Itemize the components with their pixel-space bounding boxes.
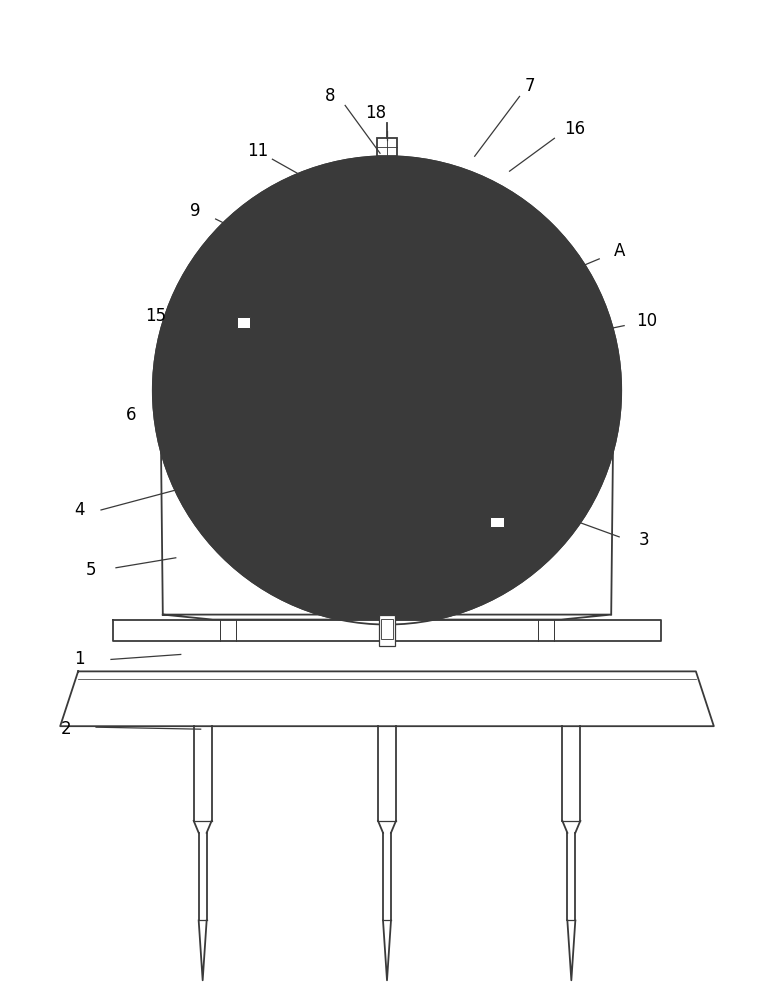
Bar [379, 615, 395, 646]
Text: 18: 18 [366, 104, 387, 122]
Circle shape [480, 396, 546, 462]
Circle shape [393, 484, 459, 550]
Text: 5: 5 [86, 561, 96, 579]
Text: 4: 4 [74, 501, 84, 519]
Circle shape [234, 302, 300, 367]
Text: 3: 3 [639, 531, 649, 549]
Text: 8: 8 [325, 87, 336, 105]
Text: 2: 2 [61, 720, 71, 738]
Bar [381, 619, 393, 639]
Circle shape [284, 288, 490, 493]
Text: 1: 1 [74, 650, 84, 668]
Text: 10: 10 [636, 312, 658, 330]
Bar [377, 138, 397, 156]
Polygon shape [163, 615, 611, 620]
Text: A: A [614, 242, 625, 260]
Polygon shape [60, 671, 714, 726]
Bar [236, 317, 250, 328]
Text: 6: 6 [126, 406, 136, 424]
Text: 7: 7 [524, 77, 535, 95]
Bar [491, 517, 505, 527]
Circle shape [225, 385, 291, 451]
Polygon shape [113, 620, 661, 641]
Text: 15: 15 [145, 307, 167, 325]
Circle shape [153, 156, 621, 625]
Text: 11: 11 [247, 142, 268, 160]
Ellipse shape [335, 328, 439, 453]
Circle shape [354, 225, 420, 291]
Circle shape [270, 461, 336, 526]
Text: 9: 9 [191, 202, 201, 220]
Ellipse shape [360, 358, 414, 423]
Circle shape [221, 224, 553, 557]
Circle shape [457, 274, 523, 340]
Text: 16: 16 [563, 120, 585, 138]
